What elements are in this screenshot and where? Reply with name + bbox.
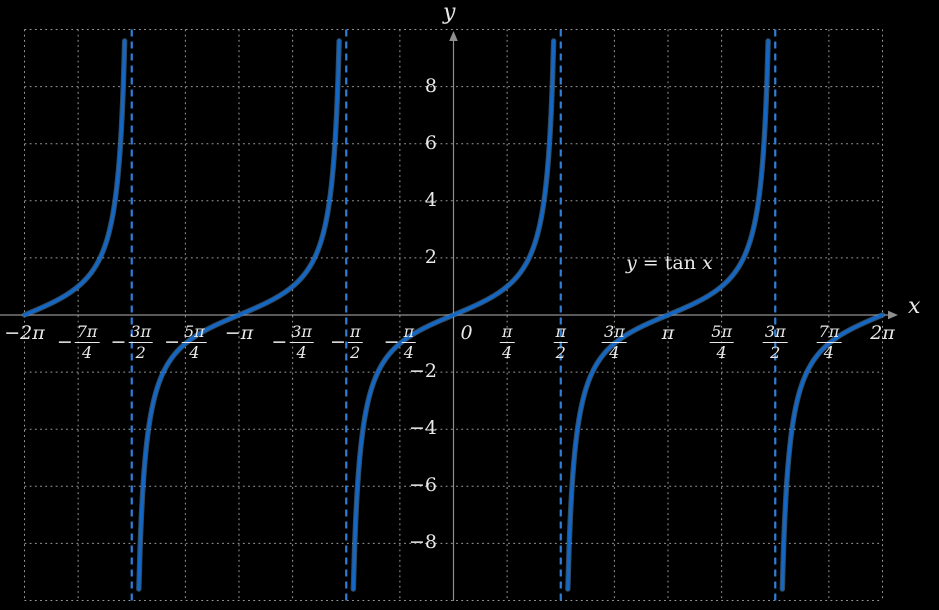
grid-lines: [24, 29, 883, 601]
axes: [0, 31, 898, 601]
tan-curve: [21, 38, 886, 592]
